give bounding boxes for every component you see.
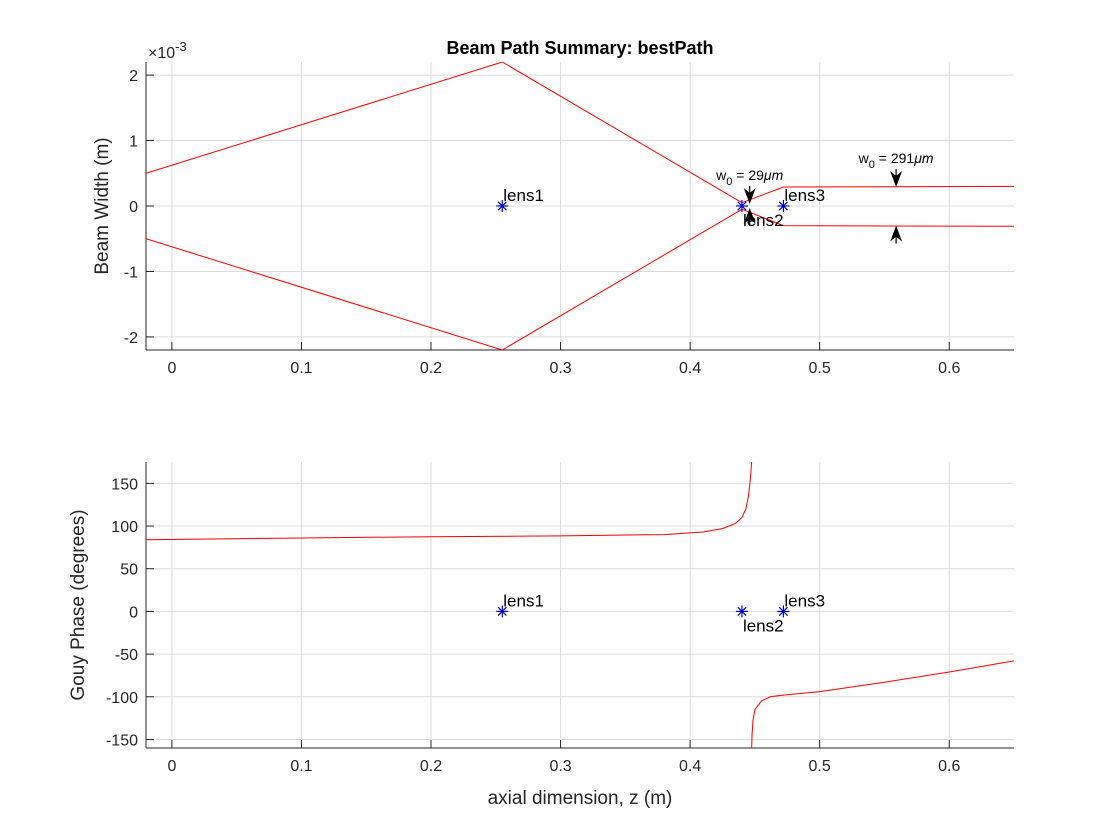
y-tick-label: -50 bbox=[115, 647, 138, 664]
x-tick-label: 0.4 bbox=[679, 360, 701, 377]
x-tick-label: 0.5 bbox=[809, 360, 831, 377]
marker-stroke bbox=[778, 606, 789, 617]
lens-label-lens1: lens1 bbox=[503, 591, 544, 610]
y-tick-label: -2 bbox=[124, 330, 138, 347]
y-tick-label: -150 bbox=[106, 732, 138, 749]
marker-stroke bbox=[778, 201, 789, 211]
subplot-1: 0 0.1 0.2 0.3 0.4 0.5 0.6 -2 -1 0 1 2 ×10-3 Beam Path… bbox=[92, 38, 1014, 377]
waist-label: w0 = 291μm bbox=[858, 150, 934, 171]
y-axis-label: Gouy Phase (degrees) bbox=[68, 509, 89, 700]
marker-stroke bbox=[497, 606, 507, 617]
series-group bbox=[146, 462, 1014, 748]
x-axis-label: axial dimension, z (m) bbox=[488, 788, 673, 809]
lens-marker-lens2 bbox=[735, 200, 748, 212]
lens-marker-lens1 bbox=[496, 605, 509, 618]
y-tick-label: 150 bbox=[111, 476, 138, 493]
x-tick-label: 0.2 bbox=[420, 758, 442, 775]
y-tick-label: 1 bbox=[129, 134, 138, 151]
x-tick-label: 0.6 bbox=[938, 758, 960, 775]
x-tick-label: 0.6 bbox=[938, 360, 960, 377]
grid bbox=[146, 62, 1014, 350]
x-tick-label: 0.2 bbox=[420, 360, 442, 377]
waist-arrowhead-up bbox=[890, 225, 903, 242]
waist-arrowhead-down bbox=[890, 171, 903, 188]
x-tick-label: 0 bbox=[167, 360, 176, 377]
grid bbox=[146, 462, 1014, 748]
lens-label-lens3: lens3 bbox=[784, 186, 825, 205]
marker-stroke bbox=[737, 201, 747, 211]
waist-annotation-1: w0 = 29μm bbox=[715, 167, 784, 226]
series-line-1 bbox=[146, 62, 1014, 204]
waist-annotation-2: w0 = 291μm bbox=[858, 150, 934, 244]
x-tick-label: 0 bbox=[167, 758, 176, 775]
series-line-2 bbox=[146, 208, 1014, 350]
marker-stroke bbox=[737, 606, 747, 617]
subplot-2: 0 0.1 0.2 0.3 0.4 0.5 0.6 -150 -100 -50 0 50 100 150 G… bbox=[68, 462, 1014, 809]
lens-label-lens1: lens1 bbox=[503, 186, 544, 205]
x-tick-label: 0.3 bbox=[549, 758, 571, 775]
series-line-2 bbox=[741, 462, 753, 518]
y-exponent-label: ×10-3 bbox=[148, 39, 187, 62]
lens-label-lens2: lens2 bbox=[743, 616, 784, 635]
y-axis-label: Beam Width (m) bbox=[92, 137, 113, 274]
lens-marker-lens3 bbox=[777, 605, 790, 618]
x-tick-label: 0.1 bbox=[290, 758, 312, 775]
y-tick-label: -100 bbox=[106, 690, 138, 707]
lens-label-lens3: lens3 bbox=[784, 591, 825, 610]
chart-title: Beam Path Summary: bestPath bbox=[446, 38, 713, 58]
waist-arrowhead-down bbox=[743, 188, 756, 205]
lens-marker-lens3 bbox=[777, 200, 790, 212]
waist-arrowhead-up bbox=[743, 207, 756, 224]
y-tick-label: 0 bbox=[129, 199, 138, 216]
x-tick-label: 0.1 bbox=[290, 360, 312, 377]
x-tick-label: 0.4 bbox=[679, 758, 701, 775]
series-line-3 bbox=[751, 660, 1014, 748]
lens-marker-lens2 bbox=[735, 605, 748, 618]
lens-label-lens2: lens2 bbox=[743, 211, 784, 230]
lens-marker-lens1 bbox=[496, 200, 509, 212]
x-tick-label: 0.5 bbox=[809, 758, 831, 775]
waist-label: w0 = 29μm bbox=[715, 167, 783, 188]
x-tick-label: 0.3 bbox=[549, 360, 571, 377]
series-line-1 bbox=[146, 517, 743, 541]
y-tick-label: -1 bbox=[124, 264, 138, 281]
marker-stroke bbox=[497, 201, 507, 211]
y-tick-label: 2 bbox=[129, 68, 138, 85]
y-tick-label: 50 bbox=[120, 562, 138, 579]
y-tick-label: 100 bbox=[111, 519, 138, 536]
y-tick-label: 0 bbox=[129, 604, 138, 621]
